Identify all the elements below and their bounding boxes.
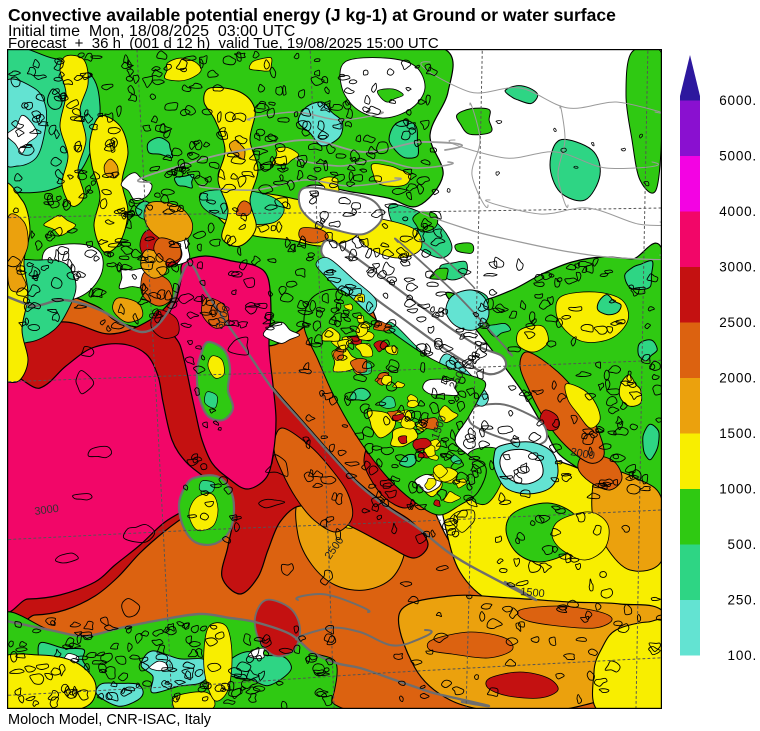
svg-text:Convective available potential: Convective available potential energy (J… xyxy=(8,5,616,25)
svg-text:1500.: 1500. xyxy=(719,426,757,441)
svg-text:3000.: 3000. xyxy=(719,260,757,275)
svg-text:Forecast + 36 h (001 d 12 h: Forecast + 36 h (001 d 12 h) valid Tue, … xyxy=(8,35,439,52)
svg-text:4000.: 4000. xyxy=(719,204,757,219)
svg-text:2000.: 2000. xyxy=(719,371,757,386)
svg-text:500.: 500. xyxy=(728,537,757,552)
svg-text:5000.: 5000. xyxy=(719,149,757,164)
svg-text:Moloch Model, CNR-ISAC, Italy: Moloch Model, CNR-ISAC, Italy xyxy=(8,712,212,728)
svg-text:2000: 2000 xyxy=(569,446,595,462)
svg-text:6000.: 6000. xyxy=(719,93,757,108)
svg-text:3000: 3000 xyxy=(34,503,60,518)
svg-text:100.: 100. xyxy=(728,648,757,663)
svg-text:1500: 1500 xyxy=(520,586,545,600)
svg-text:2500.: 2500. xyxy=(719,315,757,330)
svg-text:1000.: 1000. xyxy=(719,482,757,497)
svg-text:Initial time Mon, 18/08/2025: Initial time Mon, 18/08/2025 03:00 UTC xyxy=(8,23,295,40)
svg-text:250.: 250. xyxy=(728,593,757,608)
